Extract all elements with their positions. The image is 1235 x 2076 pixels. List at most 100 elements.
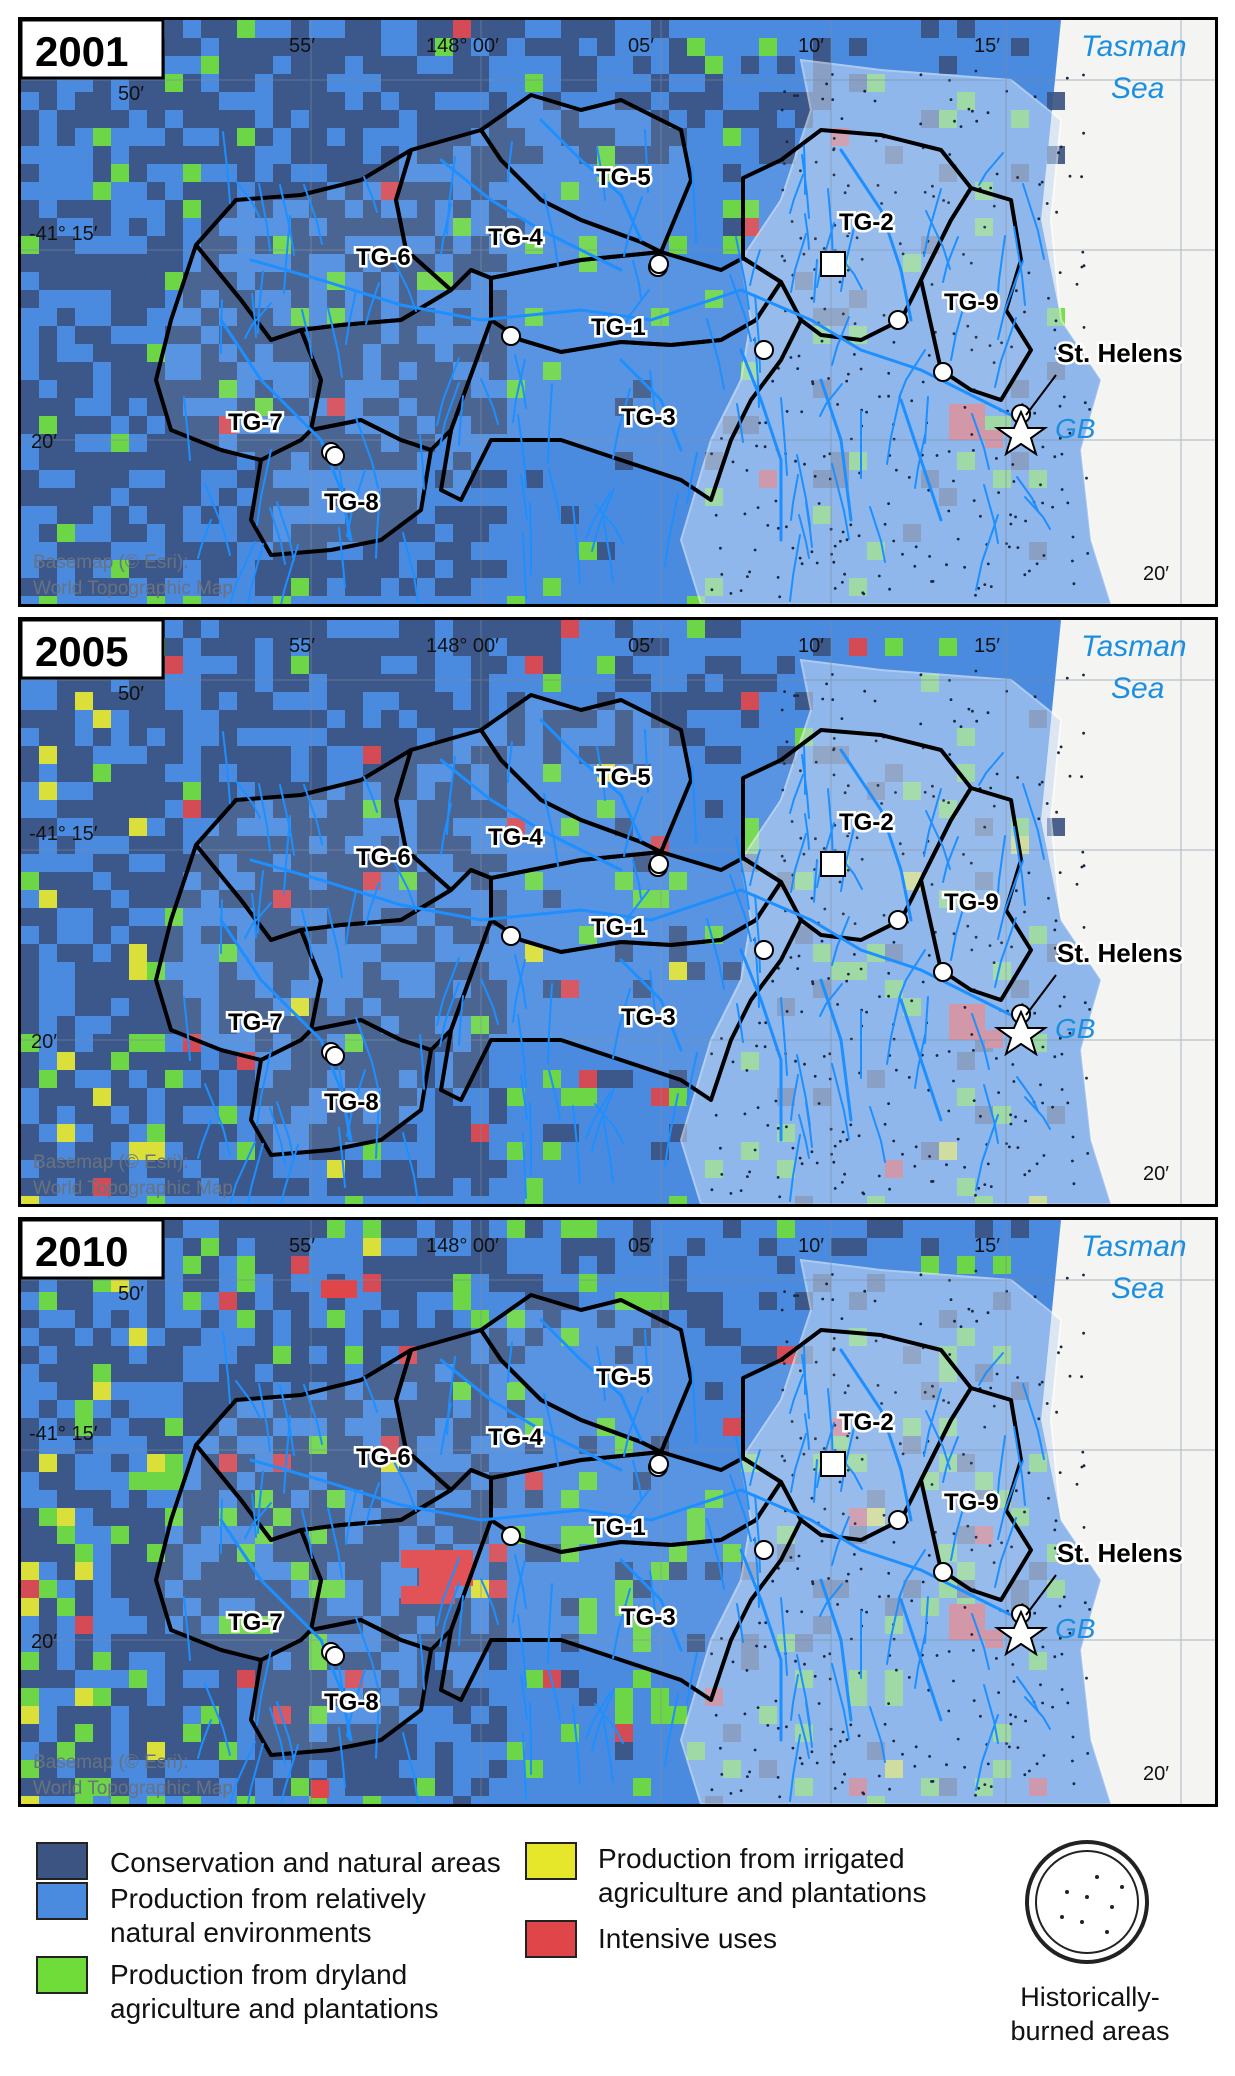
land-use-cell — [201, 638, 219, 656]
land-use-cell — [399, 1256, 417, 1274]
land-use-cell — [57, 272, 75, 290]
land-use-cell — [291, 524, 309, 542]
burned-dot — [780, 108, 784, 112]
burned-dot — [846, 184, 850, 188]
land-use-cell — [597, 1070, 615, 1088]
legend-swatch-irrigated — [525, 1842, 577, 1880]
burned-dot — [988, 944, 992, 947]
land-use-cell — [651, 638, 669, 656]
land-use-cell — [273, 452, 291, 470]
burned-dot — [971, 294, 974, 298]
burned-dot — [974, 1535, 978, 1539]
burned-dot — [776, 576, 780, 579]
burned-dot — [945, 1763, 948, 1767]
burned-dot — [796, 367, 800, 370]
land-use-cell — [183, 146, 201, 164]
land-use-cell — [759, 1238, 777, 1256]
land-use-cell — [255, 434, 273, 452]
land-use-cell — [327, 800, 345, 818]
tributary — [547, 383, 553, 464]
burned-dot — [983, 825, 987, 829]
land-use-cell — [93, 1490, 111, 1508]
burned-dot — [841, 312, 845, 316]
land-use-cell — [291, 1292, 309, 1310]
burned-dot — [836, 1603, 839, 1606]
burned-dot — [1086, 552, 1090, 555]
land-use-cell — [21, 1580, 39, 1598]
burned-dot — [1038, 183, 1041, 186]
land-use-cell — [201, 926, 219, 944]
land-use-cell — [741, 818, 759, 836]
burned-dot — [739, 1789, 743, 1792]
burned-dot — [972, 1649, 975, 1652]
burned-dot — [796, 94, 799, 97]
land-use-cell — [309, 578, 327, 596]
tributary — [276, 501, 295, 561]
land-use-cell — [453, 1292, 471, 1310]
land-use-cell — [381, 638, 399, 656]
land-use-cell — [651, 20, 669, 38]
burned-dot — [839, 1139, 842, 1143]
burned-dot — [791, 1146, 795, 1150]
burned-dot — [894, 191, 897, 194]
land-use-cell — [345, 854, 363, 872]
burned-dot — [847, 231, 851, 234]
land-use-cell — [39, 1742, 57, 1760]
burned-dot — [840, 117, 844, 120]
land-use-cell — [165, 1106, 183, 1124]
burned-dot — [989, 1785, 993, 1788]
land-use-cell — [183, 1688, 201, 1706]
land-use-cell — [759, 110, 777, 128]
tributary — [507, 741, 513, 783]
land-use-cell — [291, 344, 309, 362]
burned-dot — [983, 1425, 987, 1429]
land-use-cell — [291, 1760, 309, 1778]
land-use-cell — [885, 1220, 903, 1238]
land-use-cell — [669, 236, 687, 254]
land-use-cell — [93, 710, 111, 728]
tributary — [803, 1345, 806, 1395]
land-use-cell — [39, 1778, 57, 1796]
land-use-cell — [417, 926, 435, 944]
burned-dot — [1056, 1553, 1060, 1557]
land-use-cell — [57, 710, 75, 728]
land-use-cell — [381, 1052, 399, 1070]
land-use-cell — [219, 998, 237, 1016]
land-use-cell — [57, 452, 75, 470]
land-use-cell — [345, 1472, 363, 1490]
land-use-cell — [165, 146, 183, 164]
burned-dot — [810, 1496, 814, 1500]
tributary — [789, 174, 804, 214]
land-use-cell — [75, 1544, 93, 1562]
year-label: 2010 — [35, 1228, 128, 1275]
land-use-cell — [381, 542, 399, 560]
land-use-cell — [201, 56, 219, 74]
burned-dot — [888, 1787, 891, 1791]
burned-dot — [799, 236, 803, 240]
land-use-cell — [291, 620, 309, 638]
burned-dot — [1053, 946, 1057, 950]
tributary — [572, 1105, 581, 1185]
burned-dot — [882, 313, 886, 317]
land-use-cell — [111, 1526, 129, 1544]
land-use-cell — [399, 74, 417, 92]
burned-dot — [969, 861, 973, 865]
land-use-cell — [417, 74, 435, 92]
land-use-cell — [93, 1034, 111, 1052]
land-use-cell — [21, 1142, 39, 1160]
burned-dot — [901, 1752, 904, 1756]
land-use-cell — [201, 20, 219, 38]
tributary — [327, 1507, 343, 1578]
tributary — [363, 1376, 378, 1413]
burned-dot — [843, 191, 847, 195]
land-use-cell — [57, 692, 75, 710]
land-use-cell — [39, 1364, 57, 1382]
land-use-cell — [21, 710, 39, 728]
burned-dot — [1009, 1722, 1013, 1726]
tributary — [813, 259, 818, 303]
lon-label-10: 10′ — [798, 35, 824, 57]
land-use-cell — [579, 74, 597, 92]
burned-dot — [1088, 1008, 1091, 1011]
river — [739, 348, 783, 542]
land-use-cell — [345, 164, 363, 182]
